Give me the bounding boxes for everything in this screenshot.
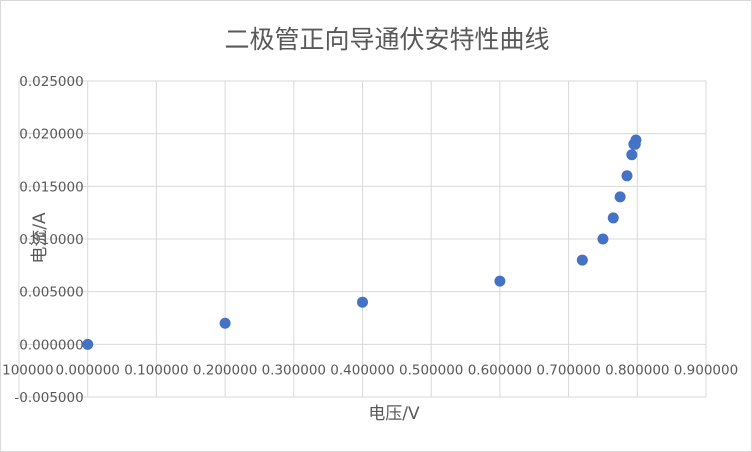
x-tick-label: 0.600000 bbox=[468, 362, 532, 378]
y-tick-labels: -0.005000 0.000000 0.005000 0.010000 0.01500… bbox=[14, 74, 83, 406]
x-tick-label: 0.300000 bbox=[262, 362, 326, 378]
data-point bbox=[357, 296, 368, 308]
data-point bbox=[576, 254, 588, 266]
chart-title: 二极管正向导通伏安特性曲线 bbox=[224, 25, 549, 54]
y-tick-label: 0.000000 bbox=[19, 337, 83, 353]
data-point bbox=[630, 134, 642, 146]
y-tick-label: 0.020000 bbox=[19, 127, 83, 143]
data-point bbox=[626, 149, 638, 161]
x-tick-label: 0.200000 bbox=[193, 362, 257, 378]
data-point bbox=[607, 212, 619, 224]
y-tick-label: -0.005000 bbox=[14, 390, 83, 406]
data-point bbox=[494, 275, 506, 287]
data-point bbox=[621, 170, 633, 182]
x-axis-label: 电压/V bbox=[368, 404, 420, 424]
data-point bbox=[82, 338, 94, 350]
x-tick-label: 0.900000 bbox=[674, 362, 738, 378]
y-tick-label: 0.010000 bbox=[19, 232, 83, 248]
x-tick-label: 0.800000 bbox=[605, 362, 669, 378]
data-points bbox=[82, 134, 642, 350]
data-point bbox=[219, 317, 231, 329]
horizontal-gridlines bbox=[19, 80, 706, 398]
y-tick-label: 0.005000 bbox=[19, 285, 83, 301]
data-point bbox=[597, 233, 609, 245]
y-tick-label: 0.025000 bbox=[19, 74, 83, 90]
y-tick-label: 0.015000 bbox=[19, 179, 83, 195]
x-tick-label: 0.400000 bbox=[330, 362, 394, 378]
data-point bbox=[614, 191, 626, 203]
x-tick-label: 0.100000 bbox=[124, 362, 188, 378]
x-tick-label: 0.700000 bbox=[536, 362, 600, 378]
x-tick-label: 0.000000 bbox=[55, 362, 119, 378]
x-tick-label: 0.500000 bbox=[399, 362, 463, 378]
x-tick-label: -0.100000 bbox=[1, 362, 54, 378]
y-axis-label: 电流/A bbox=[30, 212, 50, 264]
